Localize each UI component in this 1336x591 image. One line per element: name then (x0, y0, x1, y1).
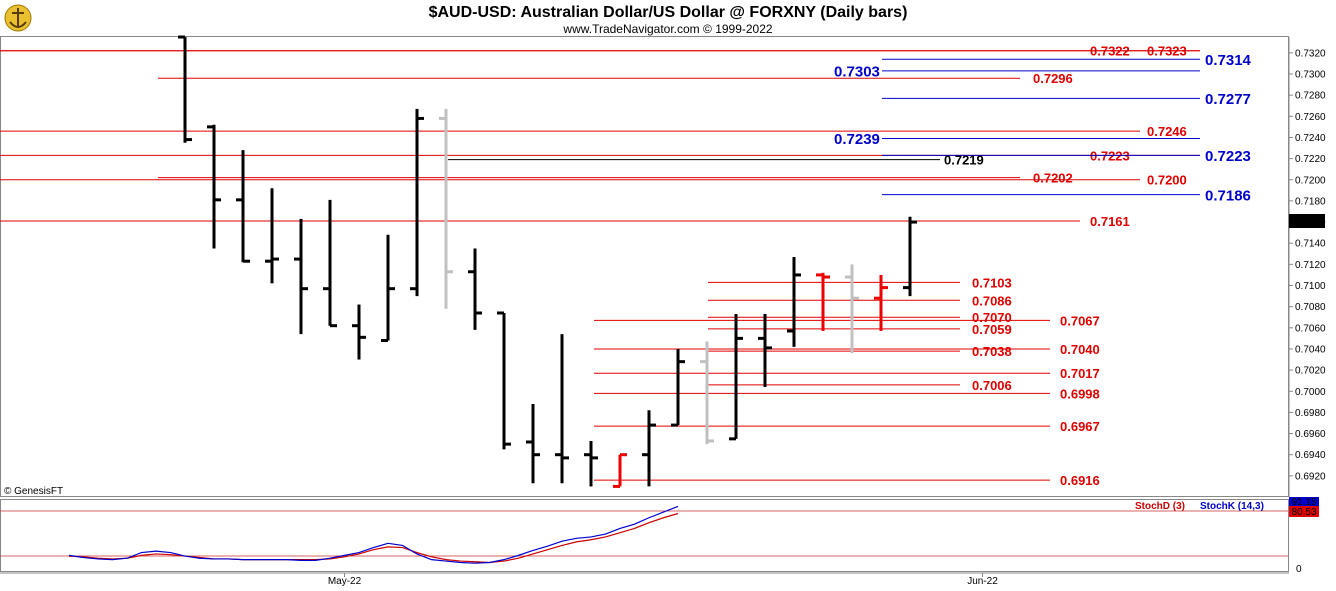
stochd-line (68, 512, 679, 564)
ohlc-bar (816, 272, 830, 331)
price-axis: 0.7320 0.7300 0.7280 0.7260 0.7240 0.7220 0.72… (1288, 37, 1326, 497)
chart-copyright: www.TradeNavigator.com © 1999-2022 (562, 22, 772, 36)
ohlc-bar (236, 150, 250, 263)
stochk-value: 91.15 (1291, 497, 1316, 508)
level-label: 0.6998 (1060, 386, 1100, 401)
ohlc-bar (526, 403, 540, 484)
stochk-value-box (1289, 497, 1319, 506)
price-tick-label: 0.7120 (1295, 260, 1326, 271)
level-label: 0.7277 (1205, 91, 1251, 108)
current-price-marker: 0.7161 (1289, 214, 1325, 228)
ohlc-bar (729, 314, 743, 441)
level-label: 0.7303 (834, 64, 880, 81)
price-tick-label: 0.7060 (1295, 323, 1326, 334)
ohlc-bar (787, 256, 801, 347)
ohlc-bar (410, 108, 424, 297)
level-label: 0.7219 (944, 153, 984, 168)
ohlc-bar (555, 334, 569, 484)
ohlc-bar (874, 274, 888, 331)
level-label: 0.7323 (1147, 44, 1187, 59)
stochk-line (68, 505, 679, 564)
ohlc-bar (845, 264, 859, 354)
ohlc-bar (294, 218, 308, 335)
level-label: 0.7086 (972, 293, 1012, 308)
level-label: 0.7200 (1147, 173, 1187, 188)
ohlc-bar (613, 453, 627, 488)
price-tick-label: 0.6920 (1295, 471, 1326, 482)
chart-title: $AUD-USD: Australian Dollar/US Dollar @ … (429, 4, 908, 21)
price-tick-label: 0.7300 (1295, 70, 1326, 81)
level-label: 0.7239 (834, 131, 880, 148)
level-label: 0.7006 (972, 378, 1012, 393)
level-label: 0.6967 (1060, 419, 1100, 434)
level-label: 0.7186 (1205, 187, 1251, 204)
price-tick-label: 0.7260 (1295, 112, 1326, 123)
level-label: 0.7161 (1090, 214, 1130, 229)
price-tick-label: 0.7320 (1295, 48, 1326, 59)
stochd-value-box (1289, 506, 1319, 517)
price-tick-label: 0.7220 (1295, 154, 1326, 165)
stochastic-pane: StochD (3) StochK (14,3) 91.15 80.53 0 (0, 497, 1319, 575)
ohlc-bar (584, 440, 598, 487)
ohlc-bar (352, 304, 366, 360)
ohlc-bar (700, 341, 714, 445)
ohlc-bar (381, 234, 395, 342)
price-tick-label: 0.7280 (1295, 91, 1326, 102)
level-label: 0.7314 (1205, 52, 1252, 69)
date-axis: May-22 Jun-22 (0, 572, 1289, 587)
price-tick-label: 0.7140 (1295, 239, 1326, 250)
genesis-watermark: © GenesisFT (4, 486, 63, 497)
date-tick-label: May-22 (328, 576, 362, 587)
level-label: 0.7067 (1060, 313, 1100, 328)
ohlc-bar (758, 314, 772, 388)
price-tick-label: 0.6980 (1295, 408, 1326, 419)
stochastic-pane-frame (0, 499, 1289, 572)
price-tick-label: 0.7000 (1295, 387, 1326, 398)
legend-stochd: StochD (3) (1135, 501, 1185, 512)
level-label: 0.7246 (1147, 124, 1187, 139)
price-tick-label: 0.7080 (1295, 302, 1326, 313)
level-label: 0.7040 (1060, 342, 1100, 357)
ohlc-bar (903, 216, 917, 297)
price-tick-label: 0.7100 (1295, 281, 1326, 292)
ohlc-bar (178, 35, 192, 143)
level-label: 0.7059 (972, 322, 1012, 337)
price-tick-label: 0.7040 (1295, 344, 1326, 355)
ohlc-bar (439, 108, 453, 309)
level-label: 0.7296 (1033, 71, 1073, 86)
price-tick-label: 0.7200 (1295, 175, 1326, 186)
stoch-axis-tick: 0 (1296, 564, 1302, 575)
anchor-logo-icon (4, 4, 32, 32)
level-label: 0.7070 (972, 310, 1012, 325)
ohlc-bar (265, 188, 279, 284)
price-tick-label: 0.7020 (1295, 366, 1326, 377)
level-label: 0.6916 (1060, 473, 1100, 488)
stochd-value: 80.53 (1291, 507, 1316, 518)
level-label: 0.7017 (1060, 366, 1100, 381)
current-price-label: 0.7161 (1292, 217, 1323, 228)
level-label: 0.7223 (1205, 148, 1251, 165)
date-tick-label: Jun-22 (967, 576, 998, 587)
ohlc-bar (671, 348, 685, 427)
ohlc-bars (178, 35, 917, 488)
legend-stochk: StochK (14,3) (1200, 501, 1264, 512)
ohlc-bar (207, 124, 221, 249)
level-label: 0.7103 (972, 275, 1012, 290)
ohlc-bar (497, 311, 511, 450)
price-tick-label: 0.7240 (1295, 133, 1326, 144)
price-tick-label: 0.6940 (1295, 450, 1326, 461)
ohlc-bar (642, 410, 656, 487)
level-label: 0.7038 (972, 344, 1012, 359)
ohlc-bar (323, 199, 337, 328)
price-tick-label: 0.6960 (1295, 429, 1326, 440)
level-label: 0.7202 (1033, 171, 1073, 186)
ohlc-bar (468, 248, 482, 330)
price-tick-label: 0.7180 (1295, 196, 1326, 207)
